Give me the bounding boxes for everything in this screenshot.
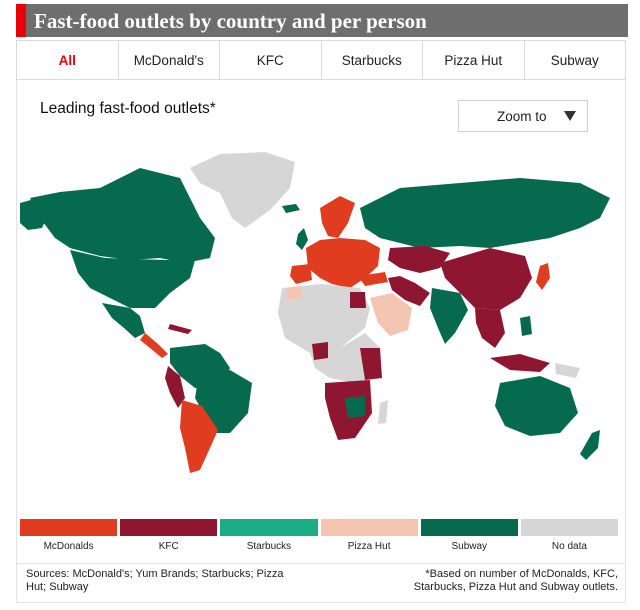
header-bar: Fast-food outlets by country and per per… — [16, 4, 628, 37]
region-peru[interactable] — [165, 366, 185, 408]
region-philippines[interactable] — [520, 316, 532, 336]
region-southeast-asia[interactable] — [475, 308, 505, 348]
region-china[interactable] — [440, 248, 532, 310]
legend-swatch — [120, 519, 218, 536]
region-caribbean[interactable] — [168, 324, 192, 334]
tab-mcdonalds[interactable]: McDonald's — [117, 41, 220, 79]
region-uk[interactable] — [296, 228, 308, 250]
legend-swatch — [520, 519, 619, 536]
region-india[interactable] — [430, 288, 468, 344]
legend-item-kfc: KFC — [120, 519, 218, 553]
region-nigeria[interactable] — [312, 342, 328, 360]
region-iberia[interactable] — [290, 264, 312, 284]
tab-kfc[interactable]: KFC — [219, 41, 321, 79]
region-scandinavia[interactable] — [320, 196, 355, 238]
legend-swatch — [420, 519, 518, 536]
region-north-africa[interactable] — [278, 284, 370, 353]
legend-label: Starbucks — [246, 541, 292, 552]
region-botswana[interactable] — [345, 396, 365, 418]
region-central-america[interactable] — [140, 333, 168, 358]
zoom-dropdown[interactable]: Zoom to — [458, 100, 588, 132]
legend-swatch — [220, 519, 318, 536]
region-russia[interactable] — [360, 178, 610, 248]
region-turkey[interactable] — [358, 272, 388, 286]
legend-item-pizza-hut: Pizza Hut — [320, 519, 418, 553]
legend-label: Pizza Hut — [347, 541, 391, 552]
region-canada[interactable] — [30, 168, 215, 263]
region-papua[interactable] — [555, 363, 580, 378]
region-japan[interactable] — [536, 263, 550, 290]
legend-item-no-data: No data — [520, 519, 619, 553]
legend-label: No data — [551, 541, 587, 552]
region-new-zealand[interactable] — [580, 430, 600, 460]
region-central-africa[interactable] — [310, 333, 380, 383]
header-accent — [16, 4, 26, 37]
region-indonesia[interactable] — [490, 354, 550, 372]
legend-label: KFC — [158, 541, 179, 552]
legend-item-mcdonalds: McDonalds — [20, 519, 118, 553]
region-greenland[interactable] — [190, 152, 295, 228]
region-usa[interactable] — [70, 250, 195, 308]
region-egypt[interactable] — [350, 292, 366, 308]
zoom-label: Zoom to — [497, 109, 547, 124]
region-alaska[interactable] — [20, 198, 50, 230]
region-mexico[interactable] — [102, 303, 145, 338]
tab-all[interactable]: All — [58, 52, 76, 68]
region-arabia[interactable] — [370, 293, 412, 336]
legend-item-starbucks: Starbucks — [220, 519, 318, 553]
world-map[interactable] — [20, 148, 620, 478]
caret-down-icon — [564, 111, 576, 121]
legend-item-subway: Subway — [420, 519, 518, 553]
legend: McDonalds KFC Starbucks Pizza Hut Subway… — [20, 519, 619, 553]
region-iceland[interactable] — [282, 204, 300, 213]
region-central-asia[interactable] — [388, 246, 450, 273]
region-argentina[interactable] — [180, 400, 218, 473]
region-middle-east[interactable] — [388, 276, 430, 306]
sources-text: Sources: McDonald's; Yum Brands; Starbuc… — [26, 568, 284, 593]
region-madagascar[interactable] — [378, 400, 388, 424]
footer-divider — [16, 563, 626, 603]
page-title: Fast-food outlets by country and per per… — [34, 9, 427, 33]
region-morocco[interactable] — [286, 286, 302, 300]
region-east-africa[interactable] — [360, 348, 382, 380]
footnote-text: *Based on number of McDonalds, KFC, Star… — [413, 568, 618, 593]
tab-pizza-hut[interactable]: Pizza Hut — [422, 41, 524, 79]
tab-starbucks[interactable]: Starbucks — [320, 41, 423, 79]
legend-swatch — [20, 519, 118, 536]
map-panel — [16, 80, 626, 603]
region-australia[interactable] — [495, 376, 578, 436]
tab-bar: All McDonald's KFC Starbucks Pizza Hut S… — [16, 40, 626, 80]
map-title: Leading fast-food outlets* — [40, 100, 216, 117]
legend-label: McDonalds — [43, 541, 94, 552]
legend-swatch — [320, 519, 418, 536]
tab-subway[interactable]: Subway — [523, 41, 626, 79]
legend-label: Subway — [451, 541, 488, 552]
